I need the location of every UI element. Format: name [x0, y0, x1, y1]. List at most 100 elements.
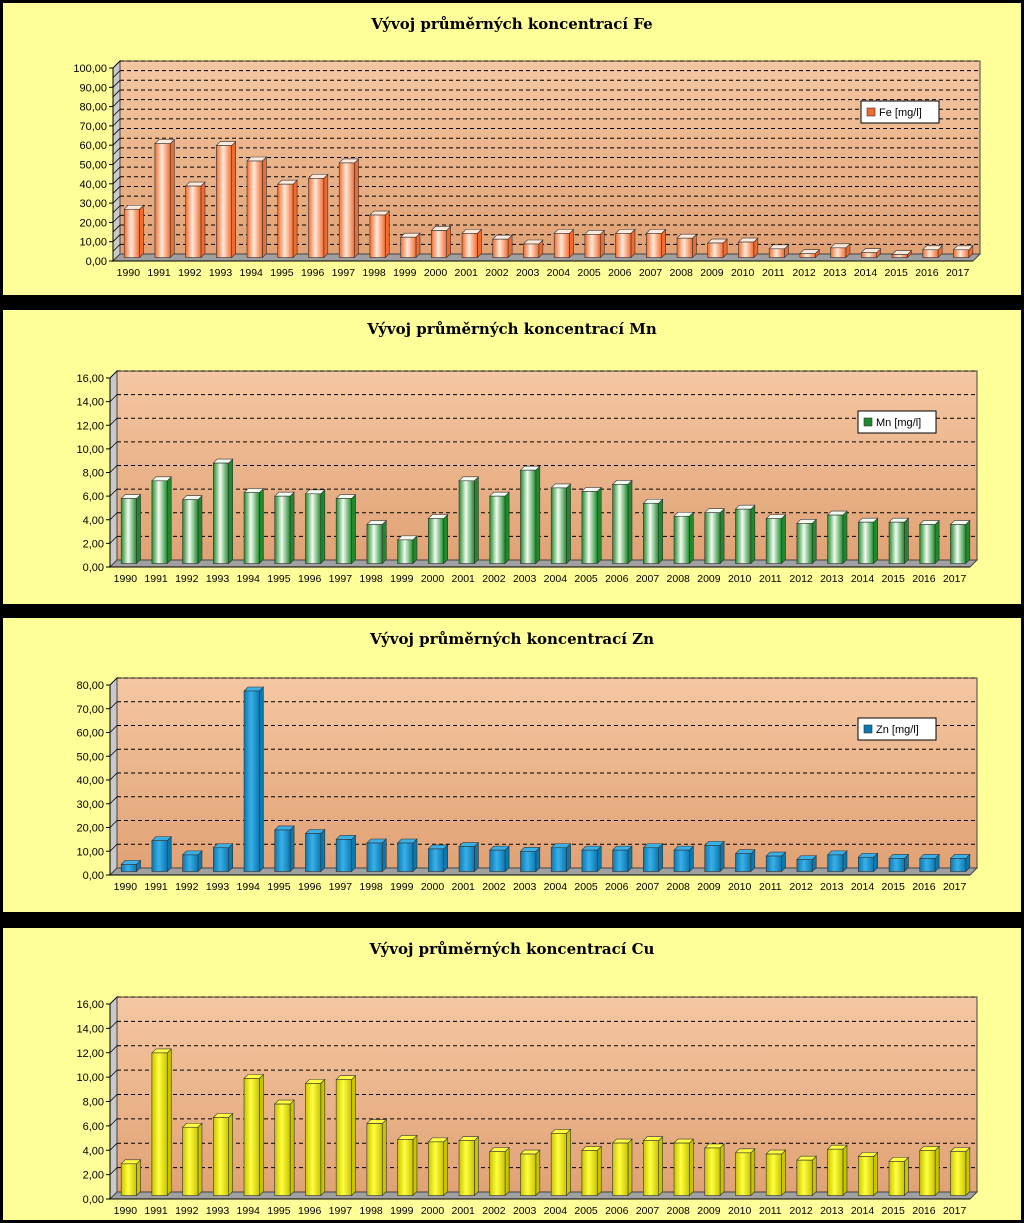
bar-side [228, 458, 233, 565]
x-tick-label: 2016 [912, 573, 936, 585]
bar [857, 1151, 879, 1197]
bar [215, 140, 237, 259]
bar [274, 1099, 295, 1197]
bar [369, 210, 390, 259]
bar-side [474, 476, 479, 565]
x-tick-label: 2005 [574, 1205, 598, 1217]
bar [212, 458, 234, 565]
plot-floor [108, 1191, 979, 1200]
x-tick-label: 2016 [912, 1205, 936, 1217]
x-tick-label: 1995 [267, 1205, 291, 1217]
x-tick-label: 1996 [298, 881, 322, 893]
bar [734, 848, 756, 873]
x-tick-label: 1998 [359, 881, 383, 893]
legend-label: Fe [mg/l] [879, 107, 922, 119]
x-tick-label: 1999 [390, 881, 414, 893]
bar-front [673, 515, 690, 564]
bar-front [431, 230, 447, 258]
x-tick-label: 1994 [237, 1205, 261, 1217]
bar-front [950, 858, 967, 872]
legend-box [857, 410, 937, 434]
bar [765, 851, 787, 873]
gridline-side [109, 996, 118, 1005]
x-tick-label: 1999 [390, 1205, 414, 1217]
x-tick-label: 2015 [882, 573, 906, 585]
y-tick-label: 60,00 [76, 728, 104, 740]
y-tick-label: 12,00 [76, 1048, 104, 1060]
bar [151, 476, 172, 565]
x-tick-label: 2012 [792, 267, 816, 279]
x-tick-label: 1991 [144, 1205, 168, 1217]
x-tick-label: 2013 [820, 1205, 844, 1217]
x-tick-label: 1993 [206, 881, 230, 893]
bar [151, 1048, 172, 1197]
y-tick-label: 0,00 [83, 562, 104, 574]
y-tick-label: 50,00 [76, 751, 104, 763]
gridline-side [109, 1094, 118, 1102]
bar-front [335, 498, 352, 564]
bar-side [566, 843, 571, 873]
bar-side [351, 834, 356, 873]
bar [396, 535, 418, 565]
x-tick-label: 2008 [667, 881, 691, 893]
x-tick-label: 1994 [240, 267, 264, 279]
x-tick-label: 2002 [482, 881, 506, 893]
y-tick-label: 4,00 [83, 515, 104, 527]
x-tick-label: 1993 [209, 267, 233, 279]
x-tick-label: 2004 [547, 267, 571, 279]
bar [181, 1122, 203, 1197]
bar-front [584, 234, 601, 258]
bar [829, 243, 851, 259]
gridline-side [112, 128, 121, 136]
bar-side [596, 1145, 602, 1197]
bar [952, 245, 974, 259]
x-tick-label: 2008 [670, 267, 694, 279]
y-tick-label: 0,00 [86, 256, 107, 268]
x-tick-label: 2015 [882, 1205, 906, 1217]
x-tick-label: 1994 [237, 573, 261, 585]
bar [765, 513, 787, 565]
x-tick-label: 2001 [452, 573, 476, 585]
chart-zn: Vývoj průměrných koncentrací Zn 0,00 10,00… [76, 630, 979, 893]
bar [338, 158, 360, 259]
bar-front [827, 514, 844, 564]
y-tick-label: 60,00 [79, 140, 107, 152]
bar-front [366, 1123, 383, 1196]
x-tick-label: 1992 [175, 573, 199, 585]
bar-side [750, 504, 756, 565]
bar [891, 249, 913, 259]
bar-front [492, 238, 509, 258]
x-tick-label: 2009 [697, 881, 721, 893]
bar-front [461, 233, 478, 258]
bar [642, 498, 664, 565]
gridline-side [109, 1167, 118, 1175]
x-tick-label: 2011 [759, 573, 782, 585]
y-tick-label: 20,00 [76, 823, 104, 835]
x-tick-label: 2005 [577, 267, 601, 279]
bar-front [366, 524, 383, 564]
bar [826, 850, 848, 873]
bar-front [796, 859, 813, 872]
bar-side [658, 1135, 663, 1197]
x-tick-label: 2017 [943, 1205, 967, 1217]
bar [550, 843, 572, 873]
legend-swatch [863, 417, 873, 427]
bar-front [919, 858, 936, 872]
bar [366, 1118, 387, 1197]
bar [611, 479, 633, 565]
bar [857, 517, 879, 565]
x-tick-label: 2003 [513, 1205, 537, 1217]
y-tick-label: 4,00 [83, 1145, 104, 1157]
bar [277, 179, 298, 259]
bar-side [474, 841, 479, 873]
bar [396, 1134, 418, 1197]
bar [151, 835, 172, 873]
bar-side [259, 487, 264, 565]
bar-front [888, 521, 905, 564]
bar [307, 173, 329, 259]
bar [581, 486, 602, 565]
x-tick-label: 1996 [301, 267, 325, 279]
y-tick-label: 50,00 [79, 160, 107, 172]
gridline-side [112, 205, 121, 214]
bar-front [428, 518, 444, 564]
